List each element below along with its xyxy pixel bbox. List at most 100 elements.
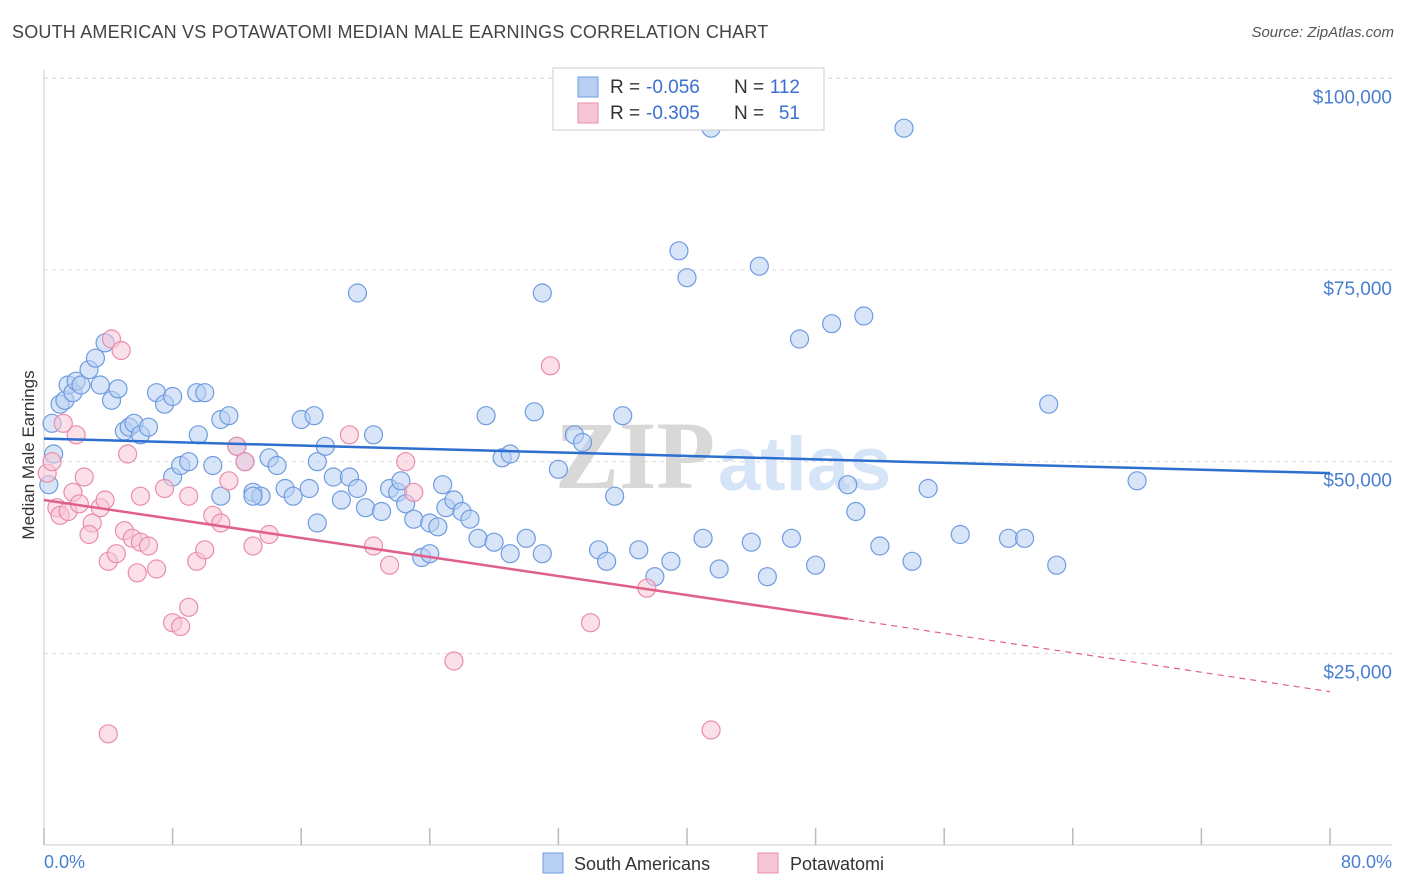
point-potawatomi bbox=[540, 356, 560, 376]
point-potawatomi bbox=[339, 425, 360, 445]
point-potawatomi bbox=[154, 478, 175, 499]
x-tick-label-min: 0.0% bbox=[44, 852, 85, 872]
point-south-americans bbox=[267, 455, 287, 476]
legend-r-label-blue: R = bbox=[610, 77, 640, 98]
point-south-americans bbox=[757, 567, 777, 587]
point-potawatomi bbox=[179, 486, 199, 506]
point-south-americans bbox=[283, 486, 303, 506]
point-potawatomi bbox=[580, 613, 601, 633]
point-south-americans bbox=[323, 467, 343, 487]
point-potawatomi bbox=[219, 471, 239, 491]
legend-box: R = -0.056 N = 112 R = -0.305 N = 51 bbox=[552, 67, 825, 131]
bottom-legend: South Americans Potawatomi bbox=[542, 852, 884, 874]
point-south-americans bbox=[433, 475, 453, 495]
point-south-americans bbox=[524, 402, 544, 422]
y-tick-label: $100,000 bbox=[1313, 87, 1392, 108]
point-south-americans bbox=[1047, 555, 1067, 575]
point-south-americans bbox=[484, 532, 504, 552]
point-south-americans bbox=[85, 348, 106, 368]
point-potawatomi bbox=[42, 452, 62, 472]
point-south-americans bbox=[307, 513, 327, 533]
trend-line-potawatomi bbox=[43, 498, 848, 621]
point-south-americans bbox=[749, 256, 769, 276]
point-south-americans bbox=[391, 471, 411, 491]
legend-r-value-pink: -0.305 bbox=[646, 103, 700, 124]
point-south-americans bbox=[138, 417, 159, 437]
point-potawatomi bbox=[146, 559, 167, 579]
point-potawatomi bbox=[95, 490, 115, 510]
point-south-americans bbox=[605, 486, 625, 506]
trend-line-south-americans bbox=[43, 437, 1331, 475]
point-south-americans bbox=[371, 501, 392, 522]
point-potawatomi bbox=[396, 452, 416, 472]
point-south-americans bbox=[902, 551, 922, 571]
series-potawatomi bbox=[37, 329, 721, 744]
source-label: Source: ZipAtlas.com bbox=[1251, 24, 1394, 41]
point-potawatomi bbox=[380, 555, 400, 575]
point-south-americans bbox=[1039, 394, 1059, 414]
point-south-americans bbox=[347, 478, 368, 499]
point-potawatomi bbox=[701, 720, 721, 740]
point-south-americans bbox=[677, 268, 697, 288]
point-south-americans bbox=[500, 444, 520, 464]
point-south-americans bbox=[781, 528, 802, 548]
point-south-americans bbox=[195, 383, 215, 403]
point-south-americans bbox=[918, 478, 938, 499]
legend-r-label-pink: R = bbox=[610, 103, 640, 124]
point-south-americans bbox=[613, 406, 633, 426]
point-south-americans bbox=[179, 452, 199, 472]
point-south-americans bbox=[420, 544, 440, 564]
point-south-americans bbox=[661, 551, 681, 571]
point-south-americans bbox=[741, 532, 761, 552]
point-south-americans bbox=[71, 375, 91, 395]
point-south-americans bbox=[476, 406, 496, 426]
bottom-legend-label-potawatomi: Potawatomi bbox=[790, 854, 884, 874]
point-south-americans bbox=[532, 544, 552, 564]
point-south-americans bbox=[163, 386, 183, 407]
point-south-americans bbox=[532, 283, 552, 303]
point-south-americans bbox=[870, 536, 890, 556]
point-south-americans bbox=[307, 452, 327, 472]
point-potawatomi bbox=[444, 651, 464, 671]
chart-title: SOUTH AMERICAN VS POTAWATOMI MEDIAN MALE… bbox=[12, 22, 769, 42]
point-south-americans bbox=[243, 486, 263, 506]
point-potawatomi bbox=[106, 544, 126, 564]
point-south-americans bbox=[998, 528, 1019, 548]
point-potawatomi bbox=[74, 467, 94, 487]
watermark: ZIP atlas bbox=[555, 402, 891, 509]
point-south-americans bbox=[805, 555, 826, 575]
point-south-americans bbox=[894, 118, 914, 138]
point-south-americans bbox=[572, 432, 593, 453]
point-south-americans bbox=[219, 406, 239, 426]
point-south-americans bbox=[211, 486, 231, 506]
point-south-americans bbox=[404, 509, 424, 529]
y-axis-tick-labels: $25,000 $50,000 $75,000 $100,000 bbox=[1313, 87, 1392, 683]
point-potawatomi bbox=[111, 340, 131, 361]
point-south-americans bbox=[1127, 471, 1147, 491]
y-tick-label: $25,000 bbox=[1323, 662, 1392, 683]
point-potawatomi bbox=[235, 452, 255, 472]
point-potawatomi bbox=[127, 563, 147, 583]
point-south-americans bbox=[597, 551, 617, 571]
point-potawatomi bbox=[130, 486, 151, 506]
point-south-americans bbox=[789, 329, 810, 349]
point-south-americans bbox=[1014, 528, 1035, 548]
point-south-americans bbox=[108, 379, 128, 399]
point-potawatomi bbox=[98, 724, 118, 744]
point-south-americans bbox=[428, 517, 448, 537]
point-south-americans bbox=[203, 455, 223, 476]
point-potawatomi bbox=[138, 536, 159, 556]
legend-n-label-pink: N = bbox=[734, 103, 764, 124]
x-tick-label-max: 80.0% bbox=[1341, 852, 1392, 872]
point-south-americans bbox=[846, 501, 866, 522]
series-south-americans bbox=[39, 80, 1147, 587]
point-potawatomi bbox=[211, 513, 231, 533]
point-potawatomi bbox=[195, 540, 215, 560]
point-potawatomi bbox=[117, 444, 138, 464]
point-south-americans bbox=[838, 475, 858, 495]
point-south-americans bbox=[548, 459, 569, 479]
trend-lines bbox=[43, 437, 1331, 693]
point-south-americans bbox=[516, 528, 536, 548]
watermark-atlas: atlas bbox=[718, 422, 891, 507]
